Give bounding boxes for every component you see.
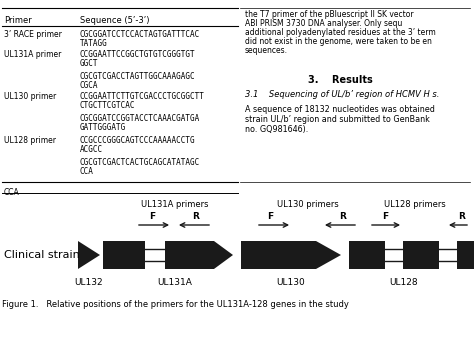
- Text: R: R: [339, 212, 346, 221]
- Text: Sequence (5’-3’): Sequence (5’-3’): [80, 16, 149, 25]
- Text: A sequence of 18132 nucleotides was obtained: A sequence of 18132 nucleotides was obta…: [245, 105, 435, 114]
- Text: Figure 1.   Relative positions of the primers for the UL131A-128 genes in the st: Figure 1. Relative positions of the prim…: [2, 300, 349, 309]
- Text: CCGCCCGGGCAGTCCCAAAAACCTG: CCGCCCGGGCAGTCCCAAAAACCTG: [80, 136, 196, 145]
- Text: ACGCC: ACGCC: [80, 145, 103, 154]
- Polygon shape: [103, 241, 145, 269]
- Polygon shape: [403, 241, 439, 269]
- Text: CGCGGATCCGGTACCTCAAACGATGA: CGCGGATCCGGTACCTCAAACGATGA: [80, 114, 200, 123]
- Polygon shape: [349, 241, 385, 269]
- Text: UL132: UL132: [75, 278, 103, 287]
- Text: CGCGTCGACTCACTGCAGCATATAGC: CGCGTCGACTCACTGCAGCATATAGC: [80, 158, 200, 167]
- Text: CTGCTTCGTCAC: CTGCTTCGTCAC: [80, 101, 136, 110]
- Text: no. GQ981646).: no. GQ981646).: [245, 125, 308, 134]
- Text: UL128 primer: UL128 primer: [4, 136, 56, 145]
- Text: UL131A: UL131A: [157, 278, 192, 287]
- Text: R: R: [192, 212, 200, 221]
- Polygon shape: [457, 241, 474, 269]
- Text: UL128: UL128: [390, 278, 419, 287]
- Text: sequences.: sequences.: [245, 46, 288, 55]
- Text: strain UL/b’ region and submitted to GenBank: strain UL/b’ region and submitted to Gen…: [245, 115, 430, 124]
- Text: F: F: [382, 212, 388, 221]
- Text: CGCGTCGACCTAGTTGGCAAAGAGC: CGCGTCGACCTAGTTGGCAAAGAGC: [80, 72, 196, 81]
- Text: CCA: CCA: [4, 188, 20, 197]
- Text: UL128 primers: UL128 primers: [384, 200, 446, 209]
- Text: Primer: Primer: [4, 16, 32, 25]
- Text: CCA: CCA: [80, 167, 94, 176]
- Text: UL130: UL130: [277, 278, 305, 287]
- Text: UL131A primers: UL131A primers: [141, 200, 209, 209]
- Text: UL130 primers: UL130 primers: [277, 200, 339, 209]
- Text: TATAGG: TATAGG: [80, 39, 108, 48]
- Text: Clinical strain: Clinical strain: [4, 250, 80, 260]
- Text: GATTGGGATG: GATTGGGATG: [80, 123, 126, 132]
- Text: 3.1    Sequencing of UL/b’ region of HCMV H s.: 3.1 Sequencing of UL/b’ region of HCMV H…: [245, 90, 439, 99]
- Text: R: R: [458, 212, 465, 221]
- Text: the T7 primer of the pBluescript II SK vector: the T7 primer of the pBluescript II SK v…: [245, 10, 414, 19]
- Text: UL131A primer: UL131A primer: [4, 50, 61, 59]
- Text: ABI PRISM 3730 DNA analyser. Only sequ: ABI PRISM 3730 DNA analyser. Only sequ: [245, 19, 402, 28]
- Polygon shape: [165, 241, 233, 269]
- Text: additional polyadenylated residues at the 3’ term: additional polyadenylated residues at th…: [245, 28, 436, 37]
- Text: CCGGAATTCCGGCTGTGTCGGGTGT: CCGGAATTCCGGCTGTGTCGGGTGT: [80, 50, 196, 59]
- Text: CCGGAATTCTTGTCGACCCTGCGGCTT: CCGGAATTCTTGTCGACCCTGCGGCTT: [80, 92, 205, 101]
- Text: CGCGGATCCTCCACTAGTGATTTCAC: CGCGGATCCTCCACTAGTGATTTCAC: [80, 30, 200, 39]
- Polygon shape: [78, 241, 100, 269]
- Text: CGCA: CGCA: [80, 81, 99, 90]
- Text: F: F: [149, 212, 155, 221]
- Polygon shape: [241, 241, 341, 269]
- Text: 3.    Results: 3. Results: [308, 75, 373, 85]
- Text: did not exist in the genome, were taken to be en: did not exist in the genome, were taken …: [245, 37, 432, 46]
- Text: UL130 primer: UL130 primer: [4, 92, 56, 101]
- Text: GGCT: GGCT: [80, 59, 99, 68]
- Text: 3’ RACE primer: 3’ RACE primer: [4, 30, 62, 39]
- Text: F: F: [267, 212, 273, 221]
